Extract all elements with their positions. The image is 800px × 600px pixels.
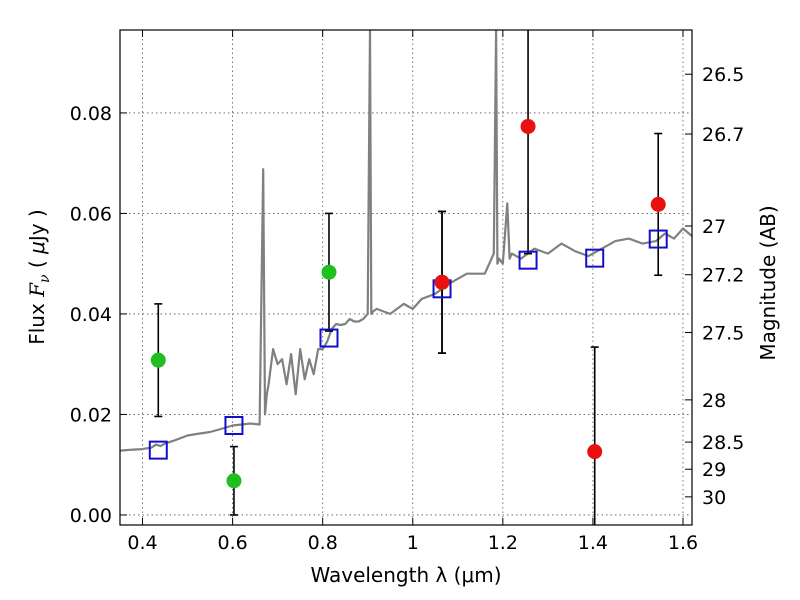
axis-ticks: 0.4 0.6 0.8 1 1.2 1.4 1.6 0.00 0.02 0.04 0.06 0.08 2…: [70, 30, 744, 554]
x-tick-label: 1.2: [488, 532, 518, 554]
y2-tick-label: 29: [702, 459, 726, 481]
model-square: [585, 248, 605, 268]
green-point: [321, 264, 337, 280]
green-point: [226, 473, 242, 489]
y2-axis-label: Magnitude (AB): [756, 205, 780, 360]
y2-tick-label: 27: [702, 216, 726, 238]
y2-tick-label: 26.5: [702, 64, 744, 86]
y-tick-label: 0.02: [70, 404, 112, 426]
model-square: [518, 250, 538, 270]
x-tick-label: 1.4: [578, 532, 608, 554]
red-point: [434, 274, 450, 290]
data-markers: [148, 118, 668, 489]
y2-tick-label: 27.5: [702, 323, 744, 345]
x-tick-label: 0.8: [308, 532, 338, 554]
model-spectrum: [120, 30, 692, 452]
x-tick-label: 0.4: [127, 532, 157, 554]
green-point: [150, 352, 166, 368]
model-square: [148, 440, 168, 460]
model-square: [224, 415, 244, 435]
x-axis-label: Wavelength λ (μm): [310, 563, 501, 587]
red-point: [520, 118, 536, 134]
spectrum-line: [120, 30, 692, 452]
x-tick-label: 0.6: [217, 532, 247, 554]
y-tick-label: 0.00: [70, 505, 112, 527]
model-square: [319, 328, 339, 348]
x-tick-label: 1.6: [668, 532, 698, 554]
x-tick-label: 1: [407, 532, 419, 554]
y-tick-label: 0.06: [70, 203, 112, 225]
red-point: [650, 196, 666, 212]
grid-lines: [120, 30, 692, 525]
y2-tick-label: 28.5: [702, 432, 744, 454]
plot-frame: [119, 29, 693, 526]
y2-tick-label: 27.2: [702, 265, 744, 287]
y2-tick-label: 26.7: [702, 124, 744, 146]
model-square: [648, 229, 668, 249]
y2-tick-label: 28: [702, 390, 726, 412]
red-point: [587, 444, 603, 460]
y2-tick-label: 30: [702, 487, 726, 509]
error-bars: [154, 30, 663, 525]
y-tick-label: 0.08: [70, 103, 112, 125]
y-axis-label: Flux Fν ( μJy ): [25, 209, 53, 345]
y-tick-label: 0.04: [70, 304, 112, 326]
